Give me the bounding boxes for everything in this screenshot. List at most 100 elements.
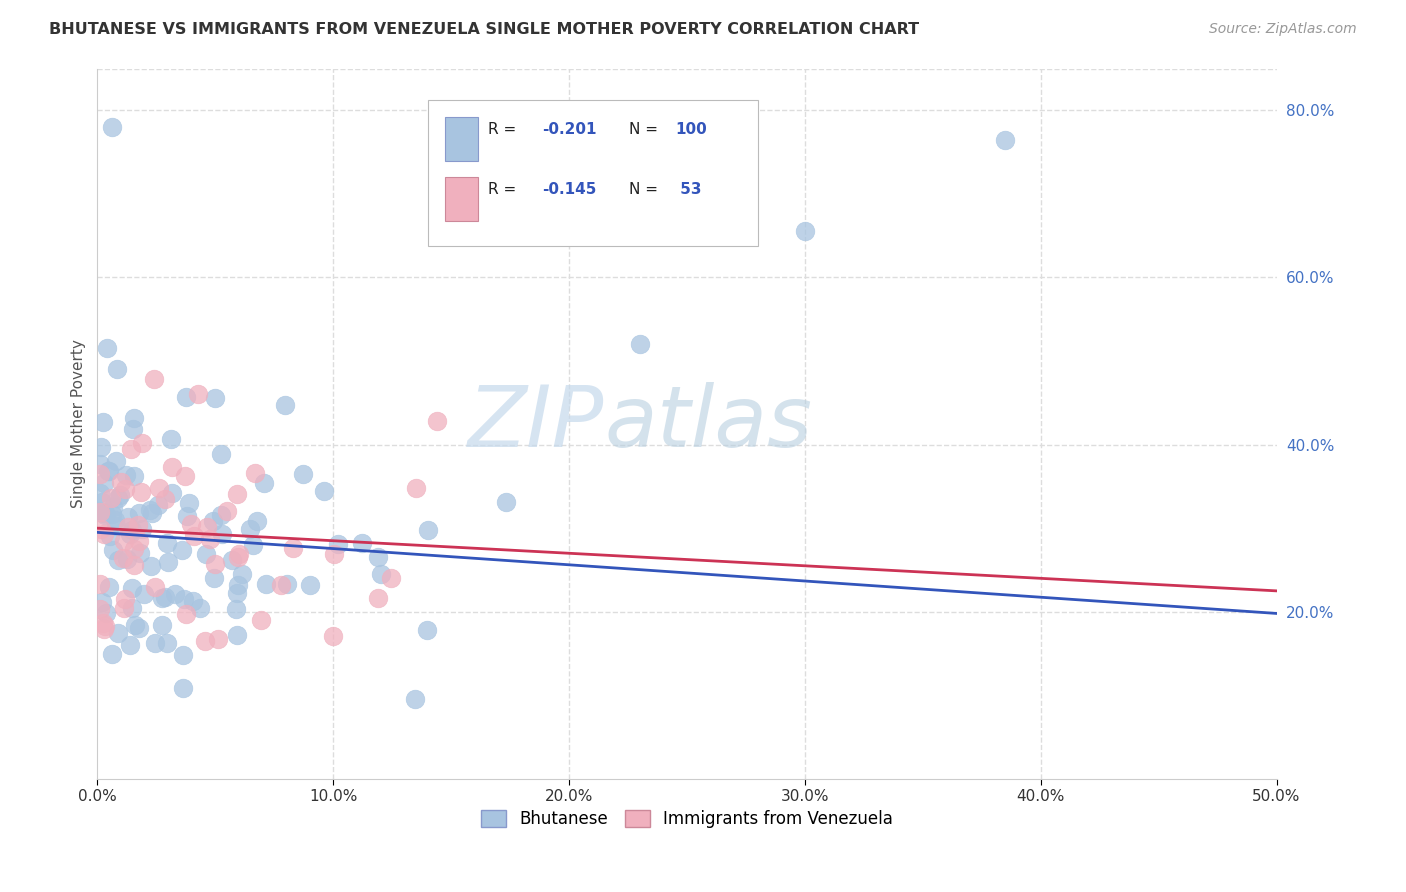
Point: [246, 514, 269, 528]
Point: [124, 411, 146, 425]
Point: [274, 398, 297, 412]
Point: [207, 632, 229, 646]
Point: [350, 536, 373, 550]
Point: [242, 538, 264, 552]
FancyBboxPatch shape: [427, 101, 758, 246]
Text: N =: N =: [628, 122, 664, 136]
Point: [326, 537, 349, 551]
Point: [195, 520, 218, 534]
Point: [90, 440, 112, 454]
Text: atlas: atlas: [605, 382, 813, 466]
Point: [110, 475, 132, 489]
Point: [139, 503, 162, 517]
Point: [114, 592, 136, 607]
Point: [254, 576, 277, 591]
FancyBboxPatch shape: [446, 117, 478, 161]
Point: [128, 506, 150, 520]
Point: [150, 591, 173, 606]
Point: [226, 577, 249, 591]
Point: [172, 648, 194, 662]
Point: [107, 491, 129, 505]
Point: [270, 578, 292, 592]
Point: [117, 520, 139, 534]
Point: [120, 442, 142, 457]
Point: [253, 475, 276, 490]
Point: [225, 602, 247, 616]
Text: 100: 100: [675, 122, 707, 136]
Point: [89, 576, 111, 591]
Point: [179, 496, 201, 510]
Text: ZIP: ZIP: [468, 382, 605, 466]
Point: [90, 522, 112, 536]
Text: N =: N =: [628, 182, 664, 197]
Point: [96, 341, 118, 355]
Point: [156, 555, 179, 569]
Point: [160, 486, 183, 500]
Point: [121, 581, 143, 595]
Point: [103, 500, 125, 514]
Point: [91, 616, 114, 631]
Point: [121, 601, 143, 615]
Point: [226, 550, 249, 565]
Point: [202, 515, 225, 529]
Point: [156, 536, 179, 550]
Point: [416, 623, 439, 637]
Point: [141, 507, 163, 521]
Point: [405, 481, 427, 495]
Point: [367, 550, 389, 565]
Point: [118, 527, 141, 541]
Point: [89, 505, 111, 519]
Point: [90, 495, 112, 509]
Point: [187, 387, 209, 401]
Point: [183, 529, 205, 543]
Point: [155, 591, 177, 605]
Point: [118, 638, 141, 652]
Point: [416, 524, 439, 538]
Point: [128, 621, 150, 635]
Point: [108, 488, 131, 502]
Point: [165, 587, 187, 601]
Point: [225, 586, 247, 600]
Point: [90, 595, 112, 609]
Legend: Bhutanese, Immigrants from Venezuela: Bhutanese, Immigrants from Venezuela: [474, 803, 900, 835]
Point: [121, 422, 143, 436]
Point: [162, 460, 184, 475]
Point: [124, 558, 146, 572]
Point: [370, 567, 392, 582]
Point: [281, 541, 304, 555]
Point: [117, 510, 139, 524]
Point: [105, 519, 128, 533]
Point: [176, 509, 198, 524]
Point: [111, 551, 134, 566]
Point: [115, 551, 138, 566]
Point: [174, 607, 197, 621]
Point: [89, 486, 111, 500]
Point: [94, 606, 117, 620]
Point: [93, 506, 115, 520]
Point: [173, 592, 195, 607]
Point: [276, 577, 298, 591]
Point: [98, 464, 121, 478]
Point: [150, 617, 173, 632]
Text: 53: 53: [675, 182, 702, 197]
Point: [198, 533, 221, 547]
Point: [195, 547, 218, 561]
Point: [107, 552, 129, 566]
Point: [153, 491, 176, 506]
Point: [127, 517, 149, 532]
Point: [226, 628, 249, 642]
Point: [495, 494, 517, 508]
Point: [93, 527, 115, 541]
Point: [100, 507, 122, 521]
Point: [93, 476, 115, 491]
Point: [122, 541, 145, 556]
Point: [322, 547, 344, 561]
Text: -0.201: -0.201: [541, 122, 596, 136]
Point: [132, 587, 155, 601]
Point: [426, 414, 449, 428]
Point: [105, 362, 128, 376]
Point: [209, 447, 232, 461]
Point: [793, 225, 815, 239]
Point: [292, 467, 315, 481]
Point: [204, 557, 226, 571]
